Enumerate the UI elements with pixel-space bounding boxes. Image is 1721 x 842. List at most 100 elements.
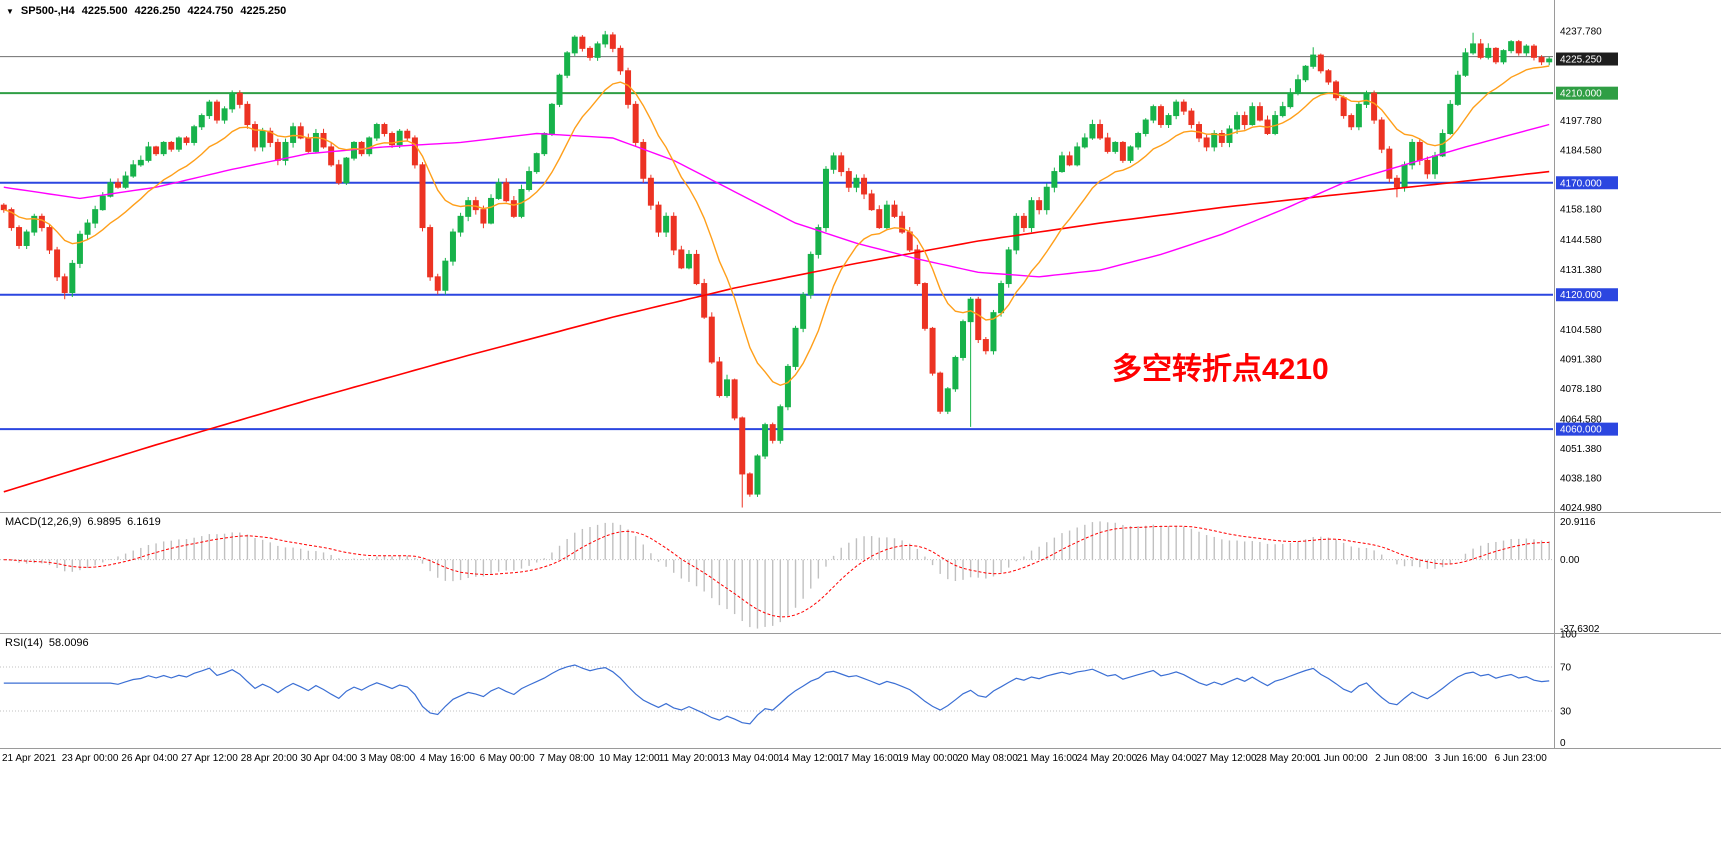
candle — [510, 200, 517, 217]
candle — [1401, 164, 1408, 188]
candle — [503, 182, 510, 202]
time-axis-label: 6 May 00:00 — [480, 753, 535, 764]
price-axis-label: 4131.380 — [1560, 265, 1602, 276]
candle — [1180, 101, 1187, 112]
candle — [99, 195, 106, 211]
candle — [221, 108, 228, 121]
candle — [1142, 119, 1149, 134]
time-axis-label: 1 Jun 00:00 — [1315, 753, 1368, 764]
candle — [1020, 215, 1027, 229]
rsi-axis-label: 70 — [1560, 663, 1572, 674]
candle — [899, 215, 906, 233]
symbol-dropdown-icon[interactable]: ▼ — [6, 6, 14, 16]
candle — [274, 141, 281, 161]
candle — [632, 103, 639, 143]
candle — [1386, 148, 1393, 179]
candle — [800, 294, 807, 329]
candle — [1013, 215, 1020, 251]
price-axis[interactable]: 4237.780 4197.780 4184.580 4158.180 4144.580… — [1560, 26, 1602, 749]
candle — [396, 130, 403, 146]
candle — [541, 132, 548, 155]
candle — [282, 141, 289, 161]
candle — [929, 327, 936, 374]
candle — [495, 182, 502, 199]
candle — [335, 164, 342, 184]
bar-high-value: 4226.250 — [134, 5, 181, 17]
candle — [746, 473, 753, 495]
candle — [571, 36, 578, 54]
candle — [845, 171, 852, 188]
time-axis-label: 14 May 12:00 — [778, 753, 839, 764]
time-axis-label: 23 Apr 00:00 — [62, 753, 119, 764]
candle — [1393, 177, 1400, 188]
candle — [1173, 101, 1180, 117]
candle — [807, 253, 814, 296]
candle — [46, 227, 53, 251]
candle — [1157, 106, 1164, 126]
candle — [198, 115, 205, 128]
candle — [708, 316, 715, 363]
candle — [175, 137, 182, 150]
candle — [1424, 159, 1431, 175]
candle — [754, 455, 761, 495]
time-axis[interactable]: 21 Apr 2021 23 Apr 00:00 26 Apr 04:00 27 Ap… — [2, 753, 1547, 764]
candle — [0, 204, 7, 211]
candle — [366, 137, 373, 155]
bar-close-value: 4225.250 — [240, 5, 287, 17]
candle — [952, 356, 959, 390]
candle — [419, 164, 426, 229]
price-axis-label: 4158.180 — [1560, 205, 1602, 216]
candle — [236, 92, 243, 105]
candle — [328, 146, 335, 166]
candle — [1500, 50, 1507, 63]
candle — [739, 417, 746, 475]
candle — [1241, 115, 1248, 126]
rsi-line — [3, 664, 1550, 725]
candle — [465, 200, 472, 217]
time-axis-label: 10 May 12:00 — [599, 753, 660, 764]
time-axis-label: 30 Apr 04:00 — [301, 753, 358, 764]
rsi-axis-label: 0 — [1560, 738, 1566, 749]
candle — [76, 233, 83, 264]
time-axis-label: 13 May 04:00 — [718, 753, 779, 764]
candle — [784, 365, 791, 408]
time-axis-label: 21 Apr 2021 — [2, 753, 56, 764]
candle — [373, 124, 380, 139]
candle — [1317, 54, 1324, 72]
candle — [213, 101, 220, 121]
candle — [54, 249, 61, 278]
time-axis-label: 6 Jun 23:00 — [1495, 753, 1548, 764]
candle — [8, 209, 15, 229]
candle — [609, 34, 616, 49]
time-axis-label: 2 Jun 08:00 — [1375, 753, 1428, 764]
price-level-badge — [1556, 176, 1618, 190]
candle — [731, 379, 738, 419]
macd-axis-label: -37.6302 — [1560, 624, 1600, 635]
candle — [1485, 47, 1492, 58]
candle — [38, 215, 45, 229]
candle — [975, 298, 982, 341]
candle — [883, 204, 890, 229]
candle — [579, 36, 586, 49]
candle — [853, 177, 860, 188]
candle — [1051, 171, 1058, 188]
candle — [701, 283, 708, 318]
time-axis-label: 26 Apr 04:00 — [121, 753, 178, 764]
candle — [305, 137, 312, 152]
candle — [640, 141, 647, 179]
candle — [107, 182, 114, 197]
candle — [1523, 45, 1530, 54]
candle — [1188, 110, 1195, 126]
candle — [1043, 186, 1050, 211]
candle — [1279, 106, 1286, 117]
candle — [1165, 115, 1172, 126]
candle — [1104, 137, 1111, 152]
candle — [602, 34, 609, 45]
candle — [427, 227, 434, 278]
moving-averages-layer — [3, 65, 1550, 493]
time-axis-label: 21 May 16:00 — [1017, 753, 1078, 764]
candle — [1058, 155, 1065, 173]
time-axis-label: 27 May 12:00 — [1196, 753, 1257, 764]
bar-low-value: 4224.750 — [187, 5, 234, 17]
